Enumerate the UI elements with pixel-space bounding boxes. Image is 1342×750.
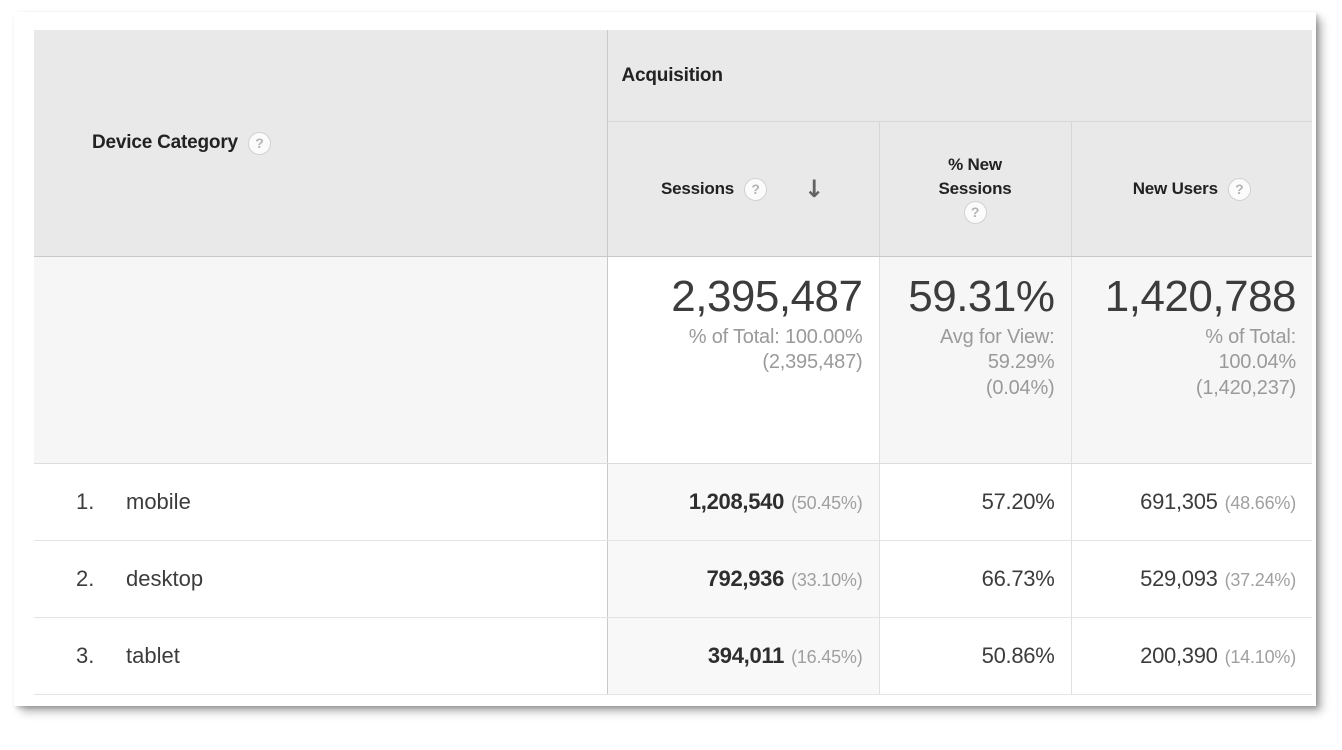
summary-new-users-value: 1,420,788	[1104, 272, 1297, 321]
new-users-header-label: New Users	[1132, 179, 1218, 199]
row-sessions-percent: (16.45%)	[791, 647, 863, 667]
help-circle-icon[interactable]: ?	[1227, 177, 1251, 201]
table-header: Device Category ? Acquisition Sessions ?…	[34, 30, 1313, 257]
row-dimension-wrap: 3. tablet	[34, 643, 591, 669]
row-new-users-cell: 691,305 (48.66%)	[1071, 463, 1313, 541]
report-card: Device Category ? Acquisition Sessions ?…	[14, 12, 1316, 706]
row-pct-new-sessions-cell: 50.86%	[879, 617, 1072, 695]
summary-new-users-note: % of Total: 100.04% (1,420,237)	[1072, 325, 1297, 402]
row-new-users-value: 529,093	[1140, 566, 1218, 591]
summary-sessions-cell: 2,395,487 % of Total: 100.00% (2,395,487…	[607, 256, 880, 464]
summary-pct-new-sessions-note-line1: Avg for View:	[940, 325, 1055, 348]
row-new-users-cell: 529,093 (37.24%)	[1071, 540, 1313, 618]
summary-dimension-cell	[34, 256, 608, 464]
table-row[interactable]: 3. tablet 394,011 (16.45%) 50.86% 200,390…	[34, 617, 1313, 695]
row-pct-new-sessions-value: 66.73%	[981, 566, 1055, 591]
row-new-users-percent: (37.24%)	[1224, 570, 1297, 590]
sessions-header-label: Sessions	[660, 179, 735, 199]
column-header-sessions[interactable]: Sessions ? ↓	[607, 121, 880, 257]
row-device-label[interactable]: tablet	[126, 643, 180, 668]
row-device-label[interactable]: mobile	[126, 489, 191, 514]
help-circle-icon[interactable]: ?	[744, 177, 768, 201]
row-sessions-percent: (50.45%)	[791, 493, 863, 513]
row-pct-new-sessions-value: 50.86%	[981, 643, 1055, 668]
column-header-new-users[interactable]: New Users ?	[1071, 121, 1313, 257]
pct-new-sessions-header-stack: % New Sessions ?	[880, 154, 1071, 224]
row-new-users-value: 691,305	[1140, 489, 1218, 514]
help-circle-icon[interactable]: ?	[963, 200, 987, 224]
row-index: 1.	[76, 489, 95, 514]
row-sessions-value: 1,208,540	[688, 489, 785, 514]
row-sessions-percent: (33.10%)	[791, 570, 863, 590]
row-sessions-cell: 792,936 (33.10%)	[607, 540, 880, 618]
row-new-users-percent: (48.66%)	[1224, 493, 1297, 513]
dimension-header-cell[interactable]: Device Category ?	[34, 30, 608, 257]
summary-new-users-note-line3: (1,420,237)	[1195, 377, 1297, 400]
row-pct-new-sessions-cell: 57.20%	[879, 463, 1072, 541]
header-row-metrics: Sessions ? ↓ % New Sessions ?	[34, 121, 1313, 257]
device-category-acquisition-table: Device Category ? Acquisition Sessions ?…	[34, 30, 1313, 695]
summary-pct-new-sessions-cell: 59.31% Avg for View: 59.29% (0.04%)	[879, 256, 1072, 464]
row-dimension-cell: 1. mobile	[34, 463, 608, 541]
summary-pct-new-sessions-value: 59.31%	[908, 272, 1055, 321]
summary-sessions-note-line1: % of Total: 100.00%	[688, 325, 863, 348]
pct-new-sessions-header-label-line2: Sessions	[938, 178, 1012, 198]
row-dimension-cell: 3. tablet	[34, 617, 608, 695]
dimension-header-inline: Device Category ?	[92, 131, 271, 155]
row-pct-new-sessions-value: 57.20%	[981, 489, 1055, 514]
row-sessions-value: 394,011	[707, 643, 785, 668]
header-row-group: Device Category ? Acquisition	[34, 30, 1313, 257]
row-dimension-cell: 2. desktop	[34, 540, 608, 618]
row-device-label[interactable]: desktop	[126, 566, 204, 591]
column-header-pct-new-sessions[interactable]: % New Sessions ?	[879, 121, 1072, 257]
dimension-header-label: Device Category	[92, 132, 238, 153]
summary-new-users-note-line1: % of Total:	[1205, 325, 1297, 348]
row-new-users-value: 200,390	[1140, 643, 1218, 668]
help-circle-icon[interactable]: ?	[247, 131, 271, 155]
summary-pct-new-sessions-note: Avg for View: 59.29% (0.04%)	[880, 325, 1055, 402]
acquisition-group-header: Acquisition	[607, 30, 1313, 122]
summary-sessions-note-line2: (2,395,487)	[762, 351, 863, 374]
summary-new-users-note-line2: 100.04%	[1218, 351, 1297, 374]
table-row[interactable]: 1. mobile 1,208,540 (50.45%) 57.20% 691,3…	[34, 463, 1313, 541]
row-index: 2.	[76, 566, 95, 591]
summary-sessions-value: 2,395,487	[671, 272, 863, 321]
row-dimension-wrap: 1. mobile	[34, 489, 591, 515]
acquisition-group-label: Acquisition	[621, 64, 723, 86]
row-index: 3.	[76, 643, 95, 668]
summary-pct-new-sessions-note-line3: (0.04%)	[985, 377, 1055, 400]
sessions-header-inline: Sessions ? ↓	[660, 175, 825, 203]
summary-pct-new-sessions-note-line2: 59.29%	[987, 351, 1055, 374]
summary-new-users-cell: 1,420,788 % of Total: 100.04% (1,420,237…	[1071, 256, 1313, 464]
new-users-header-inline: New Users ?	[1132, 177, 1251, 201]
row-sessions-cell: 394,011 (16.45%)	[607, 617, 880, 695]
table-row[interactable]: 2. desktop 792,936 (33.10%) 66.73% 529,09…	[34, 540, 1313, 618]
summary-row: 2,395,487 % of Total: 100.00% (2,395,487…	[34, 256, 1313, 464]
row-new-users-percent: (14.10%)	[1224, 647, 1297, 667]
row-dimension-wrap: 2. desktop	[34, 566, 591, 592]
summary-sessions-note: % of Total: 100.00% (2,395,487)	[608, 325, 863, 376]
row-new-users-cell: 200,390 (14.10%)	[1071, 617, 1313, 695]
pct-new-sessions-header-label-line1: % New	[948, 155, 1002, 175]
row-sessions-value: 792,936	[706, 566, 785, 591]
row-pct-new-sessions-cell: 66.73%	[879, 540, 1072, 618]
row-sessions-cell: 1,208,540 (50.45%)	[607, 463, 880, 541]
arrow-down-icon[interactable]: ↓	[804, 175, 824, 203]
table-body: 2,395,487 % of Total: 100.00% (2,395,487…	[34, 256, 1313, 695]
